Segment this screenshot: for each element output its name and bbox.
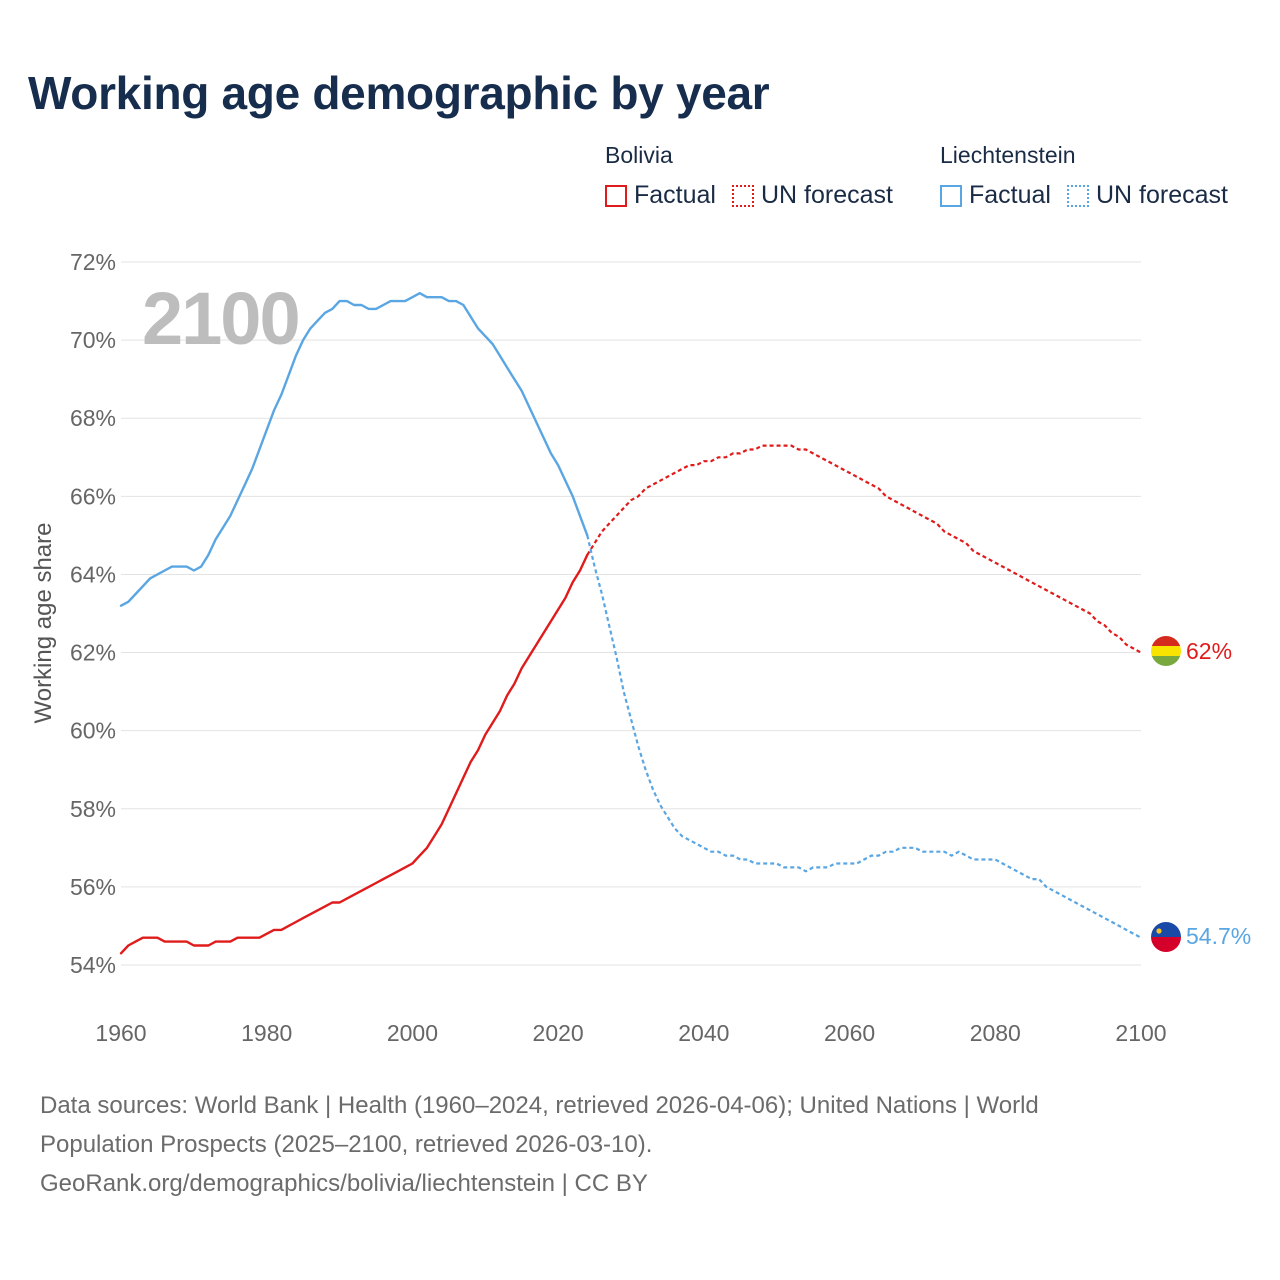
y-tick-label: 54%: [70, 952, 116, 978]
x-tick-label: 1960: [95, 1020, 146, 1046]
y-axis-ticks: 54% 56% 58% 60% 62% 64% 66% 68% 70% 72%: [70, 249, 116, 978]
liechtenstein-flag-icon: [1151, 922, 1181, 952]
legend-item-liechtenstein-forecast[interactable]: UN forecast: [1066, 181, 1228, 210]
y-tick-label: 58%: [70, 796, 116, 822]
legend-item-bolivia-factual[interactable]: Factual: [605, 181, 716, 210]
y-tick-label: 56%: [70, 874, 116, 900]
legend-label-factual: Factual: [634, 181, 716, 209]
bolivia-factual-line: [119, 553, 589, 955]
x-tick-label: 2060: [824, 1020, 875, 1046]
legend-item-bolivia-forecast[interactable]: UN forecast: [731, 181, 893, 210]
liechtenstein-end-label: 54.7%: [1186, 923, 1251, 949]
y-tick-label: 70%: [70, 327, 116, 353]
data-sources: Data sources: World Bank | Health (1960–…: [40, 1086, 1240, 1203]
y-tick-label: 60%: [70, 718, 116, 744]
series-layer: [119, 292, 1142, 955]
legend-label-forecast: UN forecast: [1095, 181, 1228, 209]
legend-country-bolivia: Bolivia: [605, 142, 673, 168]
sources-line-3[interactable]: GeoRank.org/demographics/bolivia/liechte…: [40, 1170, 648, 1197]
y-tick-label: 62%: [70, 640, 116, 666]
bolivia-end-label: 62%: [1186, 638, 1232, 664]
sources-line-2: Population Prospects (2025–2100, retriev…: [40, 1131, 653, 1158]
x-tick-label: 2100: [1115, 1020, 1166, 1046]
legend-swatch-dotted: [731, 184, 754, 207]
legend-label-factual: Factual: [969, 181, 1051, 209]
chart-title: Working age demographic by year: [28, 67, 770, 119]
liechtenstein-forecast-line: [586, 535, 1142, 939]
legend-country-liechtenstein: Liechtenstein: [940, 142, 1076, 168]
legend-swatch-dotted: [1066, 184, 1089, 207]
legend-group-bolivia: Bolivia Factual UN forecast: [605, 142, 909, 210]
x-tick-label: 2020: [533, 1020, 584, 1046]
x-axis-ticks: 1960 1980 2000 2020 2040 2060 2080 2100: [95, 1020, 1166, 1046]
x-tick-label: 1980: [241, 1020, 292, 1046]
line-chart: 54% 56% 58% 60% 62% 64% 66% 68% 70% 72% 1960 1980 2…: [30, 249, 1251, 1046]
y-tick-label: 66%: [70, 483, 116, 509]
bolivia-forecast-line: [586, 444, 1142, 654]
y-tick-label: 72%: [70, 249, 116, 275]
sources-line-1: Data sources: World Bank | Health (1960–…: [40, 1092, 1039, 1119]
grid-lines: [121, 261, 1141, 966]
legend-swatch-solid: [940, 184, 962, 207]
legend-label-forecast: UN forecast: [760, 181, 893, 209]
legend-group-liechtenstein: Liechtenstein Factual UN forecast: [940, 142, 1244, 210]
year-watermark: 2100: [142, 277, 299, 360]
legend-swatch-solid: [605, 184, 627, 207]
bolivia-flag-icon: [1151, 636, 1181, 666]
liechtenstein-factual-line: [119, 292, 589, 607]
y-tick-label: 64%: [70, 561, 116, 587]
x-tick-label: 2000: [387, 1020, 438, 1046]
x-tick-label: 2040: [678, 1020, 729, 1046]
y-tick-label: 68%: [70, 405, 116, 431]
y-axis-label: Working age share: [30, 523, 57, 724]
legend-item-liechtenstein-factual[interactable]: Factual: [940, 181, 1051, 210]
x-tick-label: 2080: [970, 1020, 1021, 1046]
